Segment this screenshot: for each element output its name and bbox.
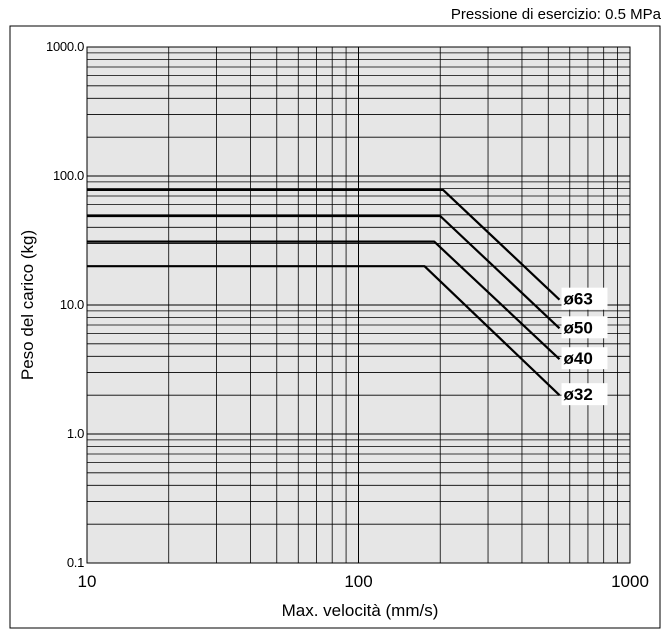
series-group: ø63 ø50 ø40 ø32 xyxy=(87,188,608,406)
series-label-bg xyxy=(561,287,608,310)
x-axis-label: Max. velocità (mm/s) xyxy=(282,601,439,620)
series-label: ø50 xyxy=(564,318,593,337)
y-axis-label: Peso del carico (kg) xyxy=(18,230,37,380)
tick-labels: 0.1 1.0 10.0 100.0 1000.0 10 100 1000 xyxy=(46,39,649,591)
y-tick-label: 100.0 xyxy=(53,168,84,183)
series-label-bg xyxy=(561,383,608,406)
series-line xyxy=(87,188,561,301)
x-tick-label: 1000 xyxy=(611,572,649,591)
y-tick-label: 0.1 xyxy=(67,555,84,570)
series-label: ø32 xyxy=(564,385,593,404)
series-label: ø40 xyxy=(564,349,593,368)
series-line xyxy=(87,214,561,330)
plot-border xyxy=(86,46,631,564)
pressure-note: Pressione di esercizio: 0.5 MPa xyxy=(451,6,662,23)
series-line xyxy=(87,265,561,396)
series-label-bg xyxy=(561,347,608,370)
y-tick-label: 1000.0 xyxy=(46,39,84,54)
x-tick-label: 10 xyxy=(78,572,97,591)
series-line xyxy=(87,240,561,361)
y-tick-label: 10.0 xyxy=(60,297,84,312)
y-tick-label: 1.0 xyxy=(67,426,84,441)
series-label-bg xyxy=(561,316,608,339)
x-tick-label: 100 xyxy=(344,572,372,591)
chart-frame xyxy=(9,25,661,629)
series-label: ø63 xyxy=(564,290,593,309)
grid xyxy=(86,47,630,564)
